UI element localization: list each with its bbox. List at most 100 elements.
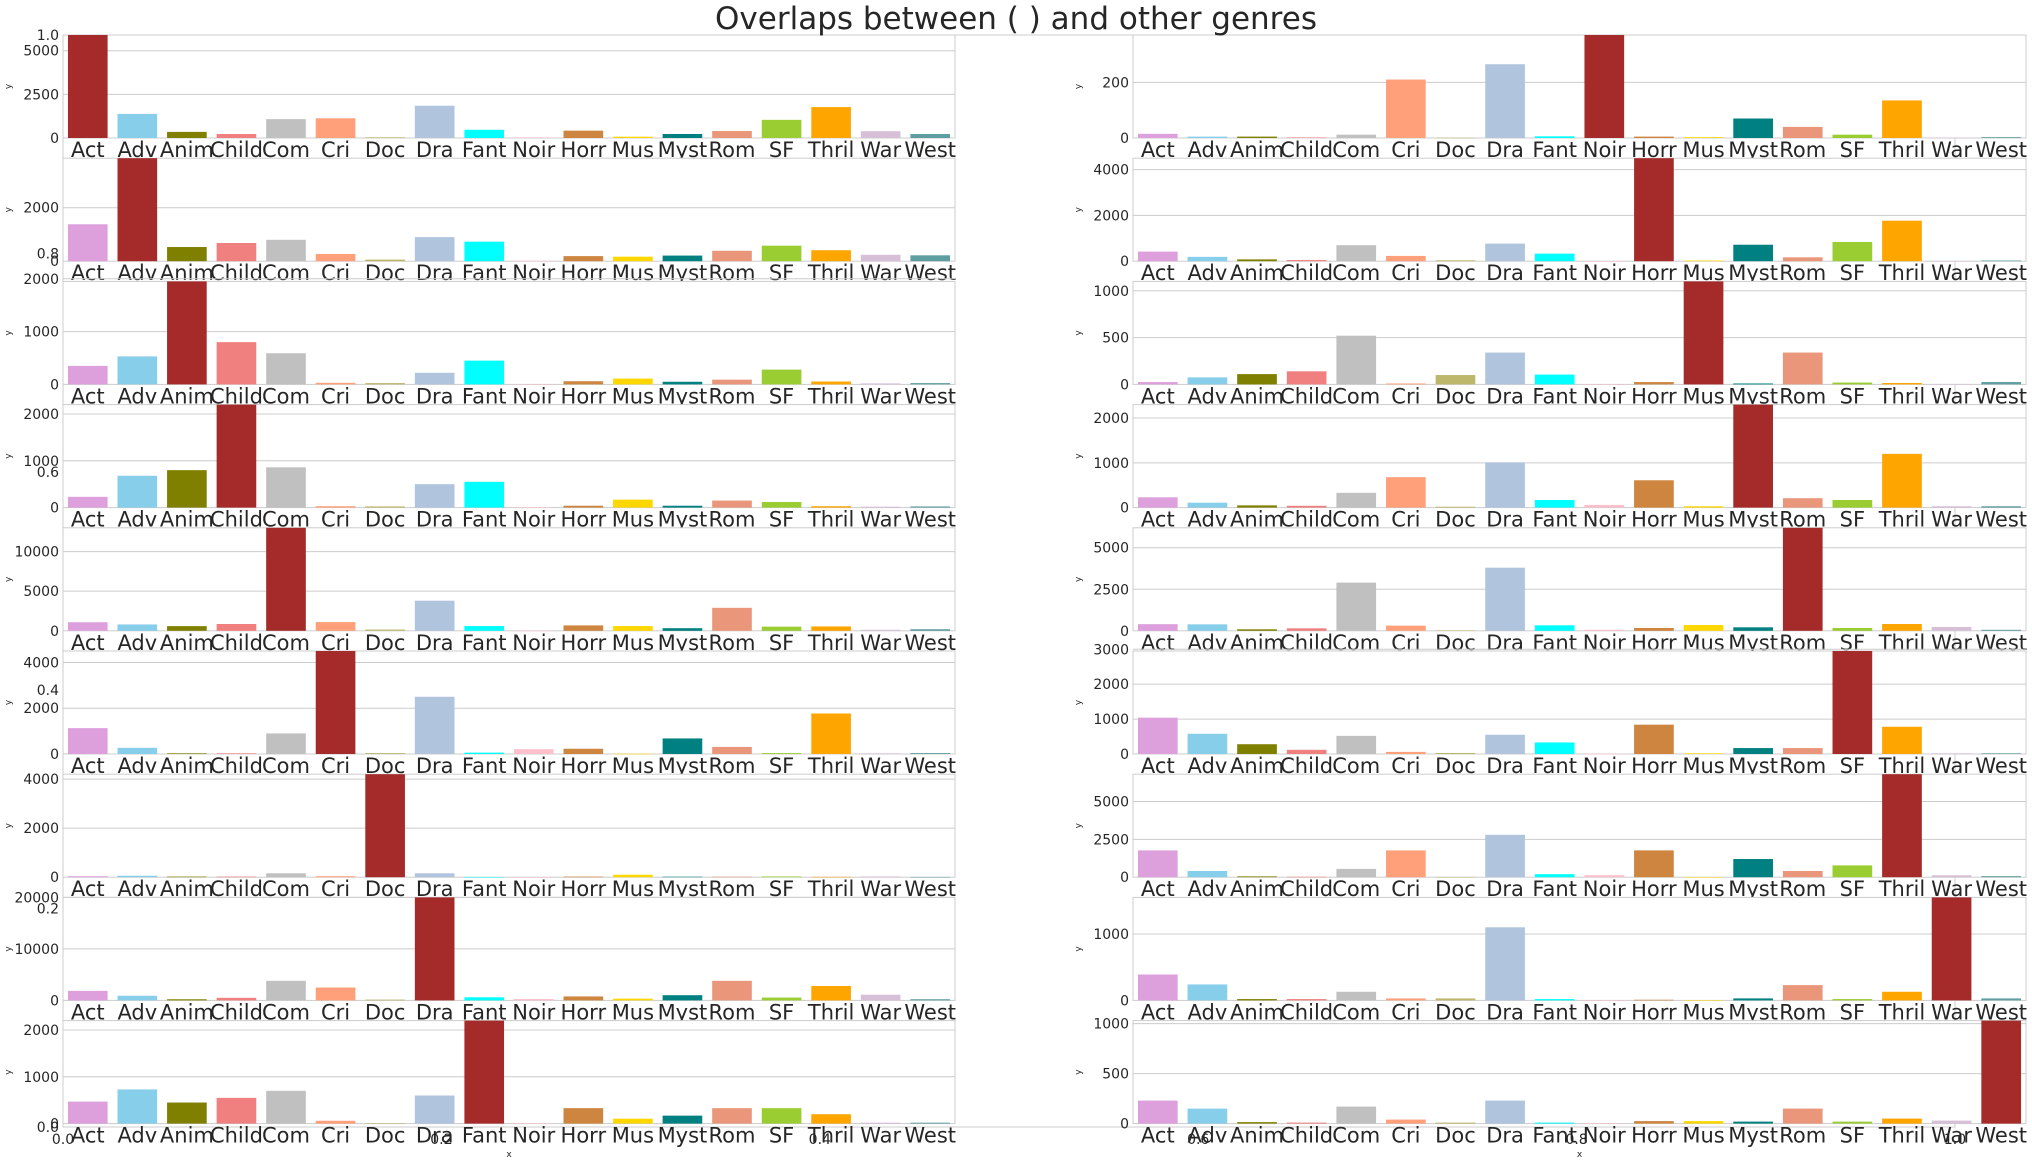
ytick-label: 0 xyxy=(1120,747,1129,763)
bar-thril xyxy=(811,506,851,508)
subplot-frame xyxy=(62,527,956,632)
subplot-frame xyxy=(1132,1020,2027,1125)
xtick-label: Doc xyxy=(365,1124,406,1148)
ytick-label: 500 xyxy=(1102,331,1129,347)
bar-war xyxy=(860,753,901,754)
bar-west xyxy=(910,876,951,878)
bar-sf xyxy=(761,501,802,508)
ytick-label: 1000 xyxy=(23,325,59,341)
bar-west xyxy=(910,506,951,508)
bar-war xyxy=(860,994,901,1001)
bar-sf xyxy=(1832,499,1873,508)
background-xtick-label: 0.6 xyxy=(1187,1132,1209,1148)
ytick-label: 1000 xyxy=(1093,1017,1129,1033)
ytick-label: 0 xyxy=(1120,624,1129,640)
bar-war xyxy=(1931,1120,1972,1124)
bar-mus xyxy=(613,998,653,1001)
bar-cri xyxy=(1386,850,1426,878)
xtick-label: Cri xyxy=(1391,1124,1420,1148)
bar-anim xyxy=(1237,136,1277,138)
background-xtick-label: 1.0 xyxy=(1944,1132,1966,1148)
bar-rom xyxy=(712,250,752,262)
bar-cri xyxy=(315,987,356,1001)
bar-war xyxy=(1931,506,1972,508)
bar-doc xyxy=(1435,998,1476,1001)
bar-anim xyxy=(167,470,207,508)
ytick-label: 500 xyxy=(1102,1067,1129,1083)
bar-adv xyxy=(1187,733,1228,754)
bar-child xyxy=(216,1097,257,1124)
bar-dra xyxy=(414,237,455,262)
bar-myst xyxy=(662,876,703,878)
bar-cri xyxy=(315,382,356,385)
ytick-label: 0 xyxy=(1120,254,1129,270)
subplot-frame xyxy=(62,1020,956,1125)
bar-com xyxy=(1336,245,1377,262)
ytick-label: 2000 xyxy=(1093,677,1129,693)
bar-child xyxy=(1286,628,1327,631)
bar-horr xyxy=(563,625,604,631)
background-ytick-label: 0.0 xyxy=(37,1120,59,1136)
bar-doc xyxy=(365,1123,405,1124)
bar-war xyxy=(1931,875,1972,878)
bar-mus xyxy=(1683,1121,1724,1124)
ytick-label: 2000 xyxy=(23,272,59,288)
bar-rom xyxy=(1782,527,1823,631)
bar-fant xyxy=(464,876,505,878)
bar-west xyxy=(910,999,951,1001)
bar-horr xyxy=(1634,1121,1674,1124)
bar-thril xyxy=(1882,1118,1922,1124)
ytick-label: 5000 xyxy=(1093,794,1129,810)
bar-doc xyxy=(1435,375,1476,385)
bar-horr xyxy=(1634,382,1674,385)
background-ytick-label: 0.2 xyxy=(37,902,59,918)
bar-act xyxy=(1137,974,1178,1001)
bar-war xyxy=(860,254,901,262)
bar-thril xyxy=(1882,220,1922,262)
ylabel: y xyxy=(1074,946,1084,952)
bar-act xyxy=(1137,251,1178,262)
bar-mus xyxy=(613,499,653,508)
bar-mus xyxy=(1683,260,1724,262)
bar-anim xyxy=(1237,876,1277,878)
bar-noir xyxy=(513,137,554,138)
bar-noir xyxy=(513,260,554,262)
subplot-frame xyxy=(62,280,956,385)
bar-adv xyxy=(117,747,158,754)
ytick-label: 0 xyxy=(50,501,59,517)
bar-noir xyxy=(1584,261,1625,262)
xtick-label: Doc xyxy=(1435,1124,1476,1148)
bar-child xyxy=(216,243,257,262)
bar-child xyxy=(1286,749,1327,754)
bar-war xyxy=(860,629,901,631)
bar-cri xyxy=(1386,751,1426,754)
bar-myst xyxy=(1733,383,1773,385)
bar-mus xyxy=(613,626,653,631)
ytick-label: 0 xyxy=(1120,1117,1129,1133)
bar-west xyxy=(1981,629,2022,631)
ytick-label: 0 xyxy=(50,131,59,147)
bar-dra xyxy=(1485,834,1525,878)
ytick-label: 0 xyxy=(1120,131,1129,147)
ytick-label: 10000 xyxy=(14,545,59,561)
bar-adv xyxy=(117,356,158,385)
bar-myst xyxy=(662,381,703,385)
xtick-label: Cri xyxy=(321,1124,350,1148)
xtick-label: Adv xyxy=(1188,1124,1228,1148)
bar-fant xyxy=(464,360,505,385)
bar-west xyxy=(1981,382,2022,385)
bar-mus xyxy=(613,136,653,138)
bar-myst xyxy=(662,505,703,508)
bar-myst xyxy=(662,133,703,138)
subplot-frame xyxy=(1132,773,2027,878)
background-ytick-label: 0.4 xyxy=(37,683,59,699)
xtick-label: Act xyxy=(1141,1124,1175,1148)
bar-fant xyxy=(1534,136,1575,138)
xtick-label: Noir xyxy=(512,1124,555,1148)
bar-rom xyxy=(712,746,752,754)
bar-anim xyxy=(1237,374,1277,385)
